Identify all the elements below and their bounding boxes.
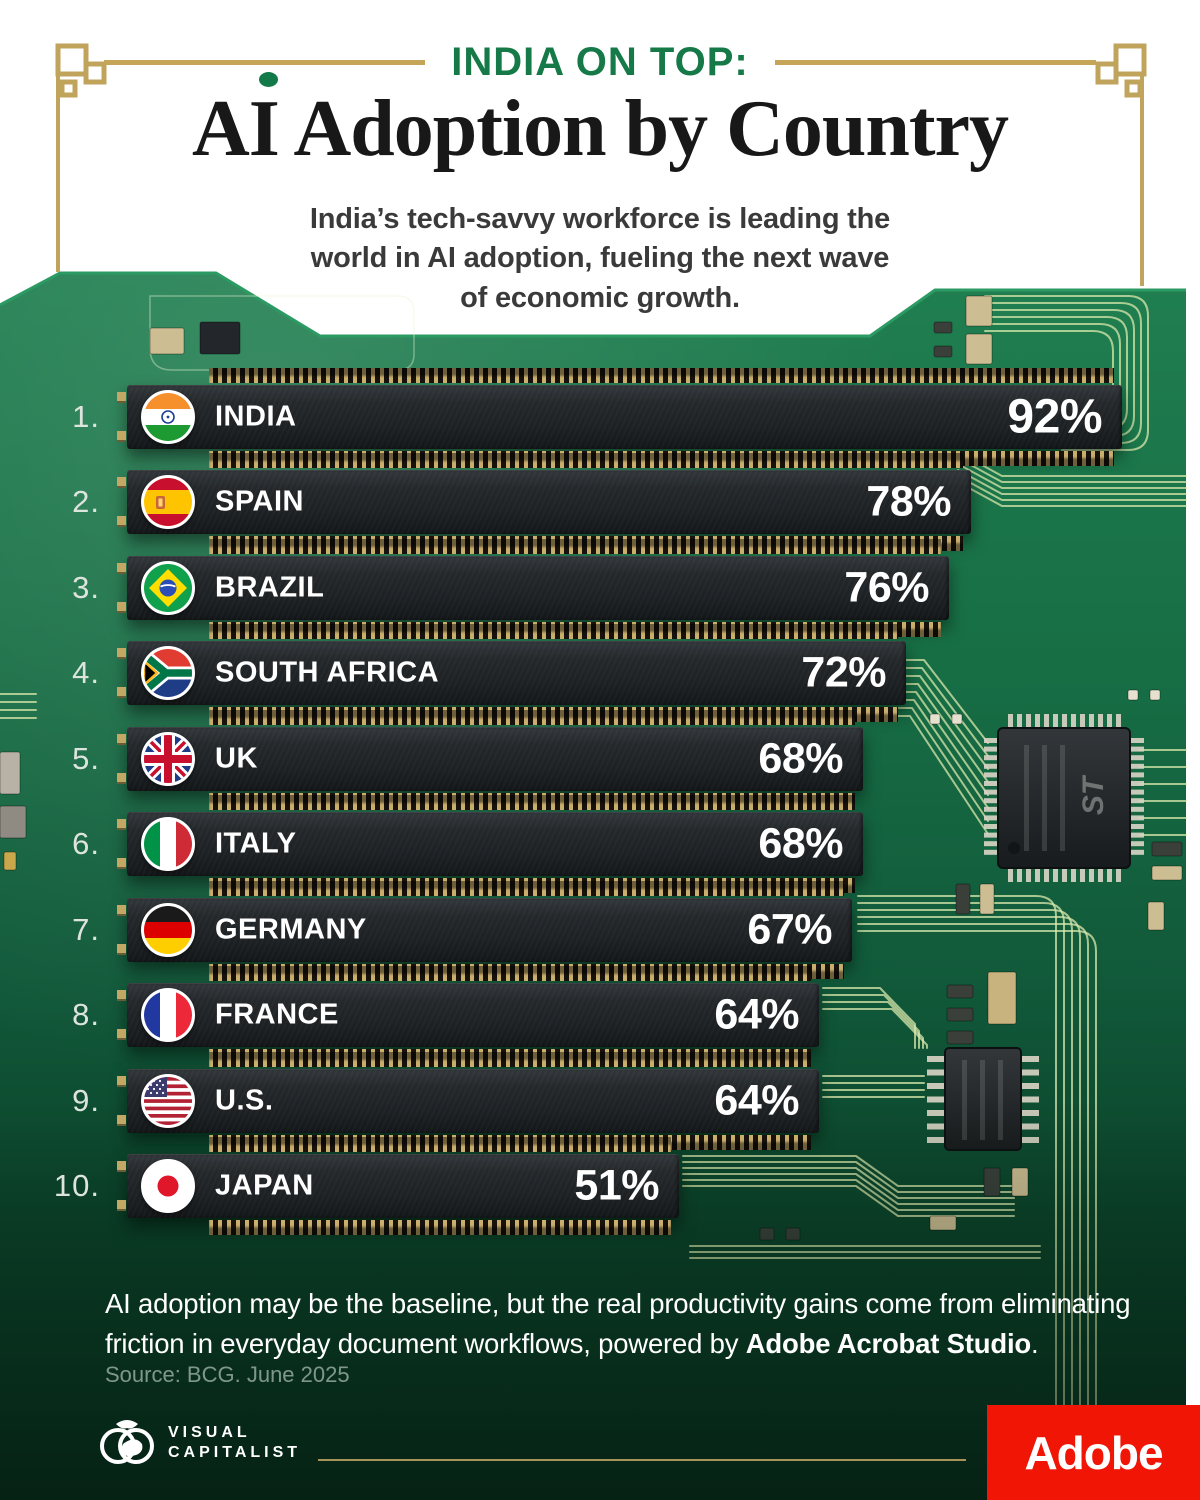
page-title: AI Adoption by Country xyxy=(0,72,1200,175)
visual-capitalist-logo: VISUAL CAPITALIST xyxy=(98,1416,301,1470)
ranking-row-germany: 7. GERMANY 67% xyxy=(0,881,1200,979)
ranking-row-japan: 10. JAPAN 51% xyxy=(0,1137,1200,1235)
ram-module-bar: BRAZIL 76% xyxy=(117,539,949,637)
kicker-text: INDIA ON TOP: xyxy=(451,40,749,84)
rank-number: 6. xyxy=(72,826,100,861)
country-label: FRANCE xyxy=(215,998,339,1031)
pin-row xyxy=(209,710,855,725)
ranking-row-italy: 6. ITALY 68% xyxy=(0,795,1200,893)
pin-row xyxy=(209,1137,671,1152)
pin-row xyxy=(209,1220,671,1235)
value-label: 67% xyxy=(747,905,832,954)
value-label: 68% xyxy=(758,734,843,783)
country-label: SPAIN xyxy=(215,485,304,518)
country-label: GERMANY xyxy=(215,913,367,946)
value-label: 64% xyxy=(714,1076,799,1125)
vc-wordmark-line1: VISUAL xyxy=(168,1424,251,1441)
footer-note-bold: Adobe Acrobat Studio xyxy=(745,1328,1031,1360)
flag-spain-icon xyxy=(141,475,195,529)
frame-left-line xyxy=(56,76,60,272)
ram-module-bar: ITALY 68% xyxy=(117,795,863,893)
flag-india-icon xyxy=(141,390,195,444)
ranking-row-uk: 5. UK 68% xyxy=(0,710,1200,808)
ram-module-bar: FRANCE 64% xyxy=(117,966,819,1064)
pin-row xyxy=(209,368,1114,383)
ranking-row-spain: 2. SPAIN 78% xyxy=(0,453,1200,551)
source-text: Source: BCG. June 2025 xyxy=(105,1362,350,1387)
ranking-row-south-africa: 4. SOUTH AFRICA 72% xyxy=(0,624,1200,722)
rank-number: 5. xyxy=(72,741,100,776)
rank-number: 2. xyxy=(72,484,100,519)
footer-note-end: . xyxy=(1030,1328,1039,1360)
rank-number: 3. xyxy=(72,570,100,605)
adobe-logo-block: Adobe xyxy=(987,1405,1200,1500)
kicker-line-left xyxy=(104,60,426,65)
footer-note-text: AI adoption may be the baseline, but the… xyxy=(105,1288,1131,1360)
value-label: 78% xyxy=(866,477,951,526)
rank-number: 8. xyxy=(72,997,100,1032)
qfp-chip: ST xyxy=(984,714,1144,882)
visual-capitalist-icon xyxy=(100,1420,154,1464)
rank-number: 10. xyxy=(53,1168,100,1203)
ram-module-bar: INDIA 92% xyxy=(117,368,1122,466)
ranking-row-us: 9. U.S. 64% xyxy=(0,1052,1200,1150)
ram-module-bar: SOUTH AFRICA 72% xyxy=(117,624,906,722)
subtitle: India’s tech-savvy workforce is leading … xyxy=(309,203,891,314)
title-ai: AI xyxy=(191,72,280,173)
rank-number: 7. xyxy=(72,912,100,947)
title-rest: Adoption by Country xyxy=(278,85,1009,173)
flag-uk-icon xyxy=(141,732,195,786)
rank-number: 9. xyxy=(72,1083,100,1118)
flag-germany-icon xyxy=(141,903,195,957)
footer-note: AI adoption may be the baseline, but the… xyxy=(105,1284,1135,1365)
flag-japan-icon xyxy=(141,1159,195,1213)
country-label: ITALY xyxy=(215,827,297,860)
rank-number: 1. xyxy=(72,399,100,434)
kicker-row: INDIA ON TOP: xyxy=(104,40,1097,85)
ram-module-bar: JAPAN 51% xyxy=(117,1137,679,1235)
frame-corner-ornament-right xyxy=(1095,43,1147,98)
flag-south-africa-icon xyxy=(141,646,195,700)
country-label: JAPAN xyxy=(215,1169,314,1202)
flag-italy-icon xyxy=(141,817,195,871)
ram-module-bar: SPAIN 78% xyxy=(117,453,971,551)
ranking-row-brazil: 3. BRAZIL 76% xyxy=(0,539,1200,637)
value-label: 72% xyxy=(801,648,886,697)
frame-corner-ornament-left xyxy=(55,43,107,98)
pin-row xyxy=(209,881,844,896)
country-label: UK xyxy=(215,742,258,775)
pin-row xyxy=(209,966,811,981)
pin-row xyxy=(209,453,963,468)
value-label: 92% xyxy=(1007,390,1102,444)
flag-france-icon xyxy=(141,988,195,1042)
ram-module-bar: UK 68% xyxy=(117,710,863,808)
ram-module-bar: GERMANY 67% xyxy=(117,881,852,979)
flag-us-icon xyxy=(141,1074,195,1128)
pin-row xyxy=(209,1052,811,1067)
value-label: 51% xyxy=(574,1161,659,1210)
ram-module-bar: U.S. 64% xyxy=(117,1052,819,1150)
country-label: SOUTH AFRICA xyxy=(215,656,440,689)
pin-row xyxy=(209,539,941,554)
vc-wordmark-line2: CAPITALIST xyxy=(168,1444,302,1461)
flag-brazil-icon xyxy=(141,561,195,615)
adobe-wordmark: Adobe xyxy=(1024,1426,1163,1479)
pin-row xyxy=(209,624,898,639)
rank-number: 4. xyxy=(72,655,100,690)
pin-row xyxy=(209,795,855,810)
st-logo: ST xyxy=(1077,774,1110,815)
kicker-line-right xyxy=(774,60,1097,65)
frame-right-line xyxy=(1140,76,1144,286)
value-label: 64% xyxy=(714,990,799,1039)
ranking-row-france: 8. FRANCE 64% xyxy=(0,966,1200,1064)
ranking-row-india: 1. INDIA 92% xyxy=(0,368,1200,466)
footer-divider xyxy=(318,1459,966,1461)
value-label: 76% xyxy=(844,563,929,612)
value-label: 68% xyxy=(758,819,843,868)
country-label: U.S. xyxy=(215,1084,274,1117)
country-label: INDIA xyxy=(215,400,297,433)
country-label: BRAZIL xyxy=(215,571,325,604)
